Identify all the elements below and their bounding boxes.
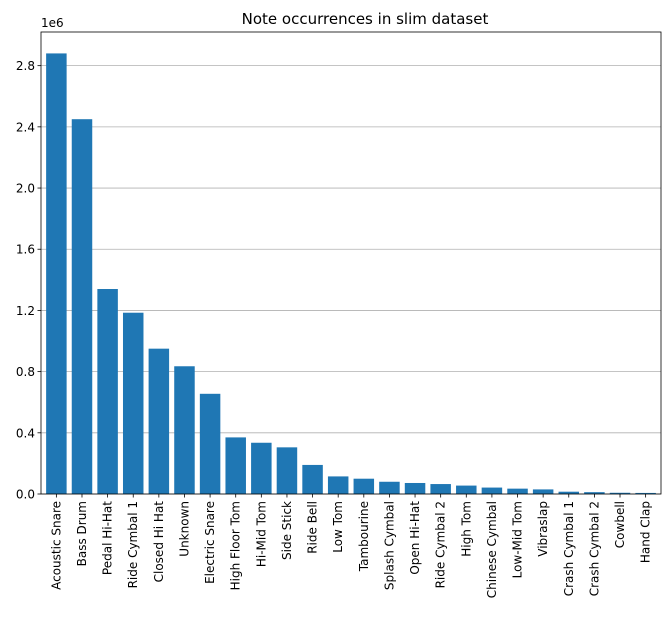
y-tick-label: 0.4 — [16, 426, 35, 440]
bar — [46, 53, 67, 495]
bar — [302, 464, 323, 494]
bar — [225, 437, 246, 494]
y-tick-label: 1.2 — [16, 304, 35, 318]
bar — [558, 491, 580, 494]
bar — [353, 478, 375, 494]
x-tick-label: Crash Cymbal 2 — [587, 501, 601, 596]
x-tick-label: Chinese Cymbal — [485, 501, 499, 598]
bar — [97, 289, 118, 494]
chart-title: Note occurrences in slim dataset — [242, 10, 489, 28]
x-tick-label: Open Hi-Hat — [408, 501, 422, 575]
bar — [122, 312, 144, 494]
plot-frame — [40, 31, 662, 495]
y-tick-label: 0.0 — [16, 488, 35, 502]
bar — [507, 488, 528, 494]
bar — [71, 119, 93, 495]
bar — [609, 492, 631, 494]
bars — [46, 53, 656, 495]
x-tick-label: Ride Cymbal 1 — [126, 501, 140, 588]
x-tick-label: High Tom — [459, 501, 473, 557]
x-tick-label: Closed Hi Hat — [152, 501, 166, 583]
bar — [635, 492, 656, 494]
bar — [174, 366, 195, 494]
bar — [532, 489, 554, 494]
x-tick-label: Splash Cymbal — [382, 501, 396, 590]
x-tick-label: Crash Cymbal 1 — [562, 501, 576, 596]
bar — [430, 484, 451, 494]
gridlines — [41, 65, 661, 495]
bar — [404, 482, 426, 494]
bar — [276, 447, 298, 494]
y-tick-label: 1.6 — [16, 243, 35, 257]
x-tick-label: Low-Mid Tom — [511, 501, 525, 578]
x-tick-label: Side Stick — [280, 501, 294, 560]
axes — [40, 31, 662, 495]
x-tick-label: Pedal Hi-Hat — [101, 501, 115, 575]
bar — [148, 348, 170, 494]
bar — [456, 485, 477, 494]
bar — [251, 442, 272, 494]
x-tick-label: Low Tom — [331, 501, 345, 553]
x-tick-label: Vibraslap — [536, 501, 550, 557]
bar — [327, 476, 349, 494]
x-tick-label: Electric Snare — [203, 501, 217, 584]
bar — [199, 393, 221, 494]
y-tick-label: 2.0 — [16, 182, 35, 196]
x-tick-label: Hand Clap — [639, 501, 653, 563]
y-tick-label: 0.8 — [16, 365, 35, 379]
x-tick-label: Tambourine — [357, 501, 371, 572]
x-axis-ticks: Acoustic Snare Bass Drum Pedal Hi-Hat Ride … — [49, 494, 653, 598]
y-axis-ticks: 0.0 0.4 0.8 1.2 1.6 2.0 2.4 2.8 — [16, 59, 41, 502]
x-tick-label: Bass Drum — [75, 501, 89, 566]
x-tick-label: Acoustic Snare — [49, 501, 63, 590]
y-tick-label: 2.8 — [16, 59, 35, 73]
x-tick-label: Ride Cymbal 2 — [434, 501, 448, 588]
x-tick-label: Hi-Mid Tom — [254, 501, 268, 567]
x-tick-label: High Floor Tom — [229, 501, 243, 590]
bar — [379, 481, 400, 494]
x-tick-label: Ride Bell — [306, 501, 320, 554]
x-tick-label: Cowbell — [613, 501, 627, 548]
y-tick-label: 2.4 — [16, 120, 35, 134]
bar — [481, 487, 503, 494]
y-axis-offset-label: 1e6 — [41, 16, 64, 30]
x-tick-label: Unknown — [177, 501, 191, 557]
bar — [584, 492, 605, 494]
